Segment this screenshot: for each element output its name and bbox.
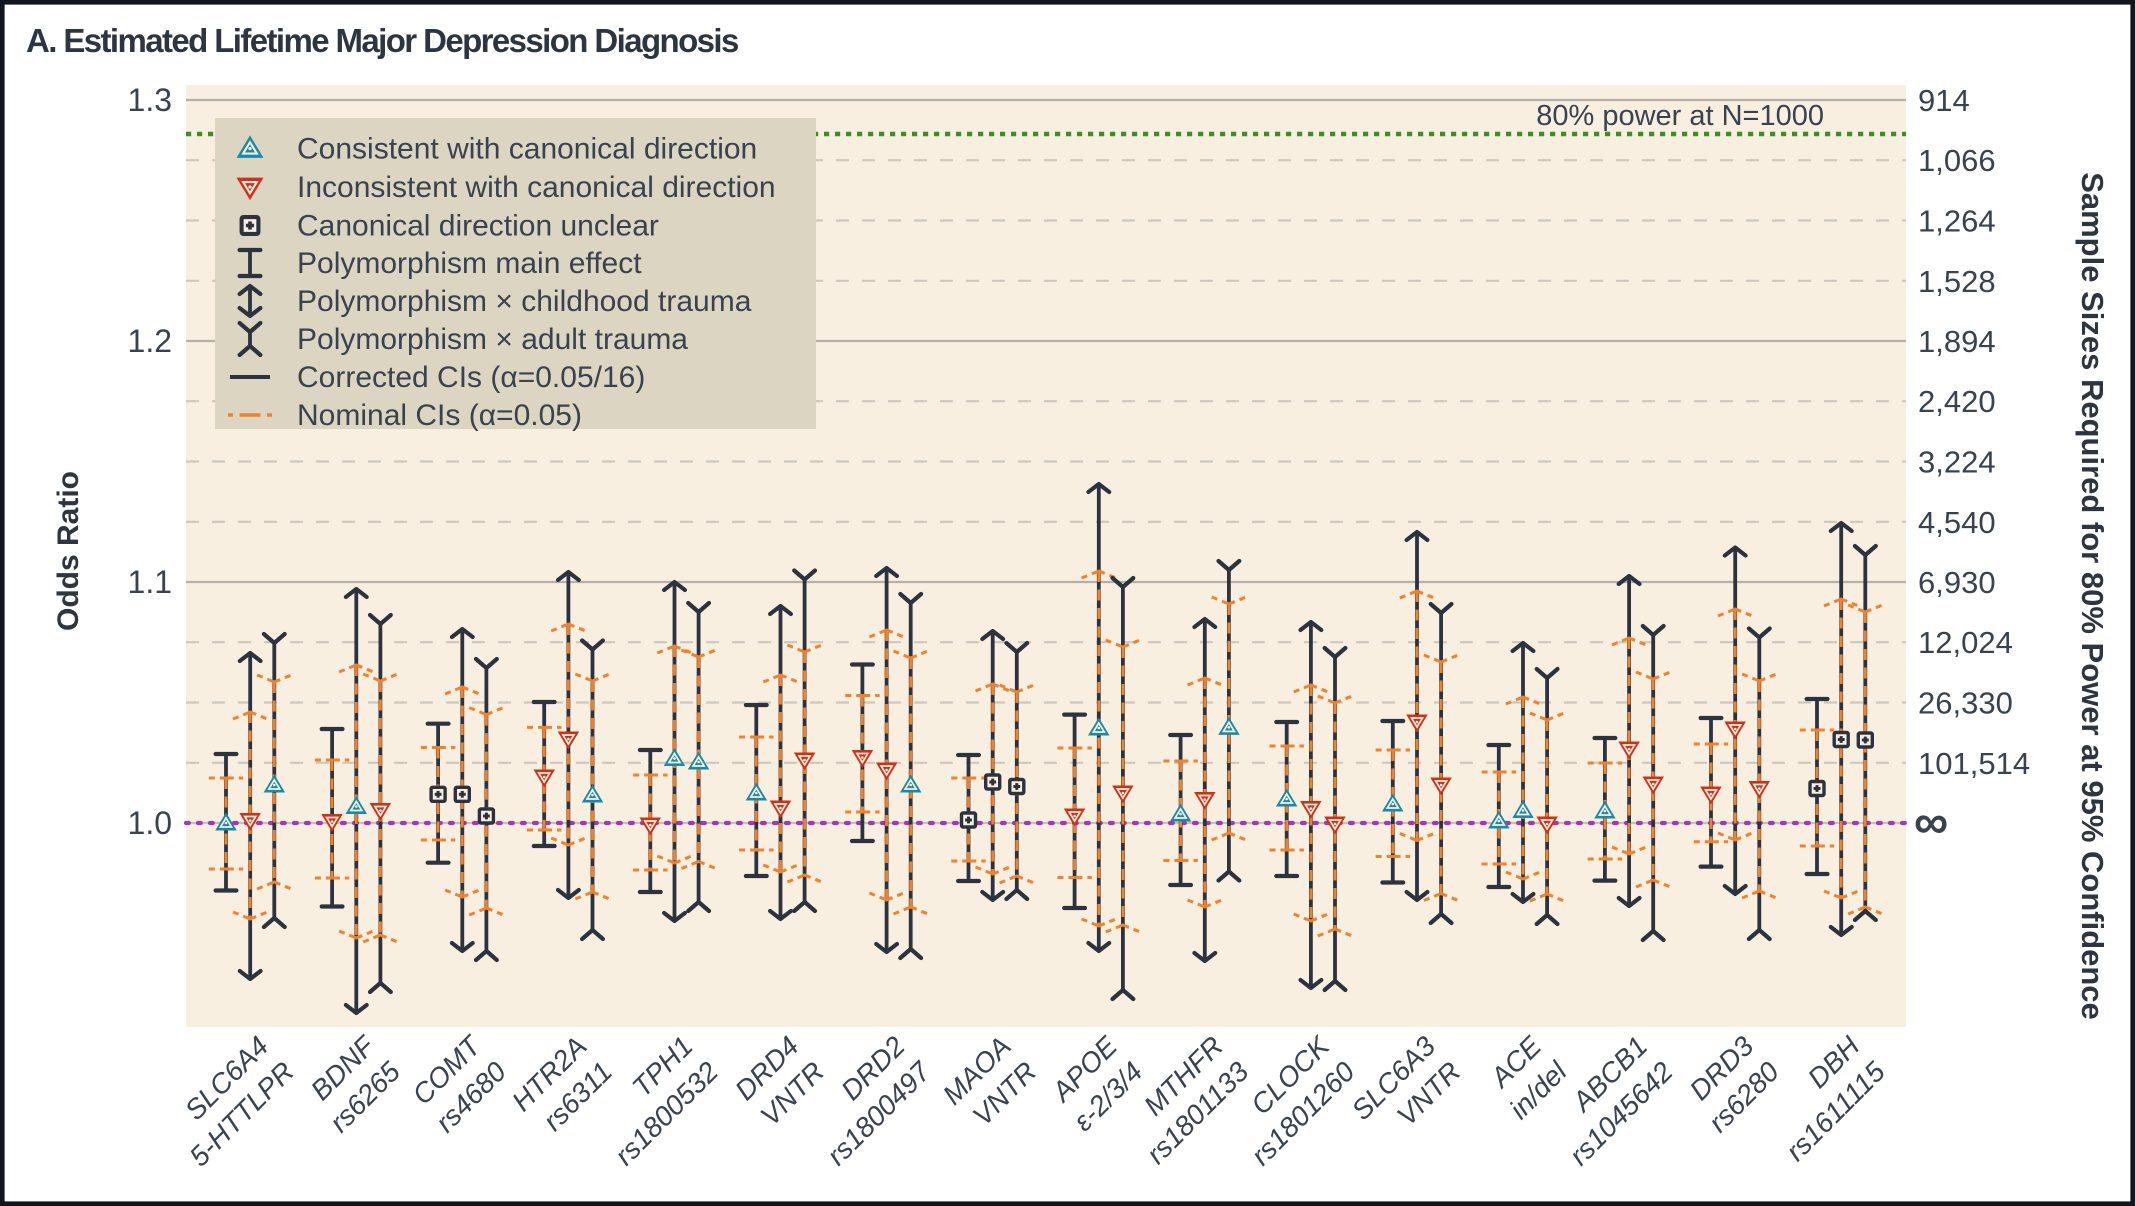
svg-text:6,930: 6,930: [1918, 565, 1996, 600]
svg-text:1.3: 1.3: [128, 82, 172, 118]
svg-text:1,264: 1,264: [1918, 204, 1996, 239]
svg-text:Polymorphism main effect: Polymorphism main effect: [297, 247, 642, 280]
svg-text:Sample Sizes Required for 80%: Sample Sizes Required for 80% Power at 9…: [2075, 172, 2110, 1020]
svg-text:Polymorphism × childhood traum: Polymorphism × childhood trauma: [297, 285, 752, 318]
svg-text:12,024: 12,024: [1918, 625, 2013, 660]
svg-text:Odds Ratio: Odds Ratio: [52, 471, 85, 631]
svg-text:2,420: 2,420: [1918, 384, 1996, 419]
svg-text:Corrected CIs (α=0.05/16): Corrected CIs (α=0.05/16): [297, 361, 645, 394]
svg-text:Inconsistent with canonical di: Inconsistent with canonical direction: [297, 171, 776, 204]
svg-text:Nominal CIs (α=0.05): Nominal CIs (α=0.05): [297, 399, 582, 432]
svg-text:1.1: 1.1: [128, 564, 172, 600]
svg-text:1.2: 1.2: [128, 323, 172, 359]
svg-text:1,528: 1,528: [1918, 264, 1996, 299]
svg-text:Polymorphism × adult trauma: Polymorphism × adult trauma: [297, 323, 688, 356]
svg-text:3,224: 3,224: [1918, 445, 1996, 480]
svg-text:1,066: 1,066: [1918, 143, 1996, 178]
svg-text:80% power at N=1000: 80% power at N=1000: [1536, 100, 1824, 132]
svg-text:26,330: 26,330: [1918, 686, 2013, 721]
svg-text:Canonical direction unclear: Canonical direction unclear: [297, 210, 659, 243]
svg-text:∞: ∞: [1914, 796, 1948, 849]
svg-text:101,514: 101,514: [1918, 746, 2030, 781]
svg-text:A. Estimated Lifetime Major De: A. Estimated Lifetime Major Depression D…: [26, 22, 738, 59]
svg-text:1,894: 1,894: [1918, 324, 1996, 359]
svg-text:Consistent with canonical dire: Consistent with canonical direction: [297, 133, 757, 166]
svg-text:1.0: 1.0: [128, 805, 172, 841]
svg-text:914: 914: [1918, 83, 1970, 118]
svg-text:4,540: 4,540: [1918, 505, 1996, 540]
